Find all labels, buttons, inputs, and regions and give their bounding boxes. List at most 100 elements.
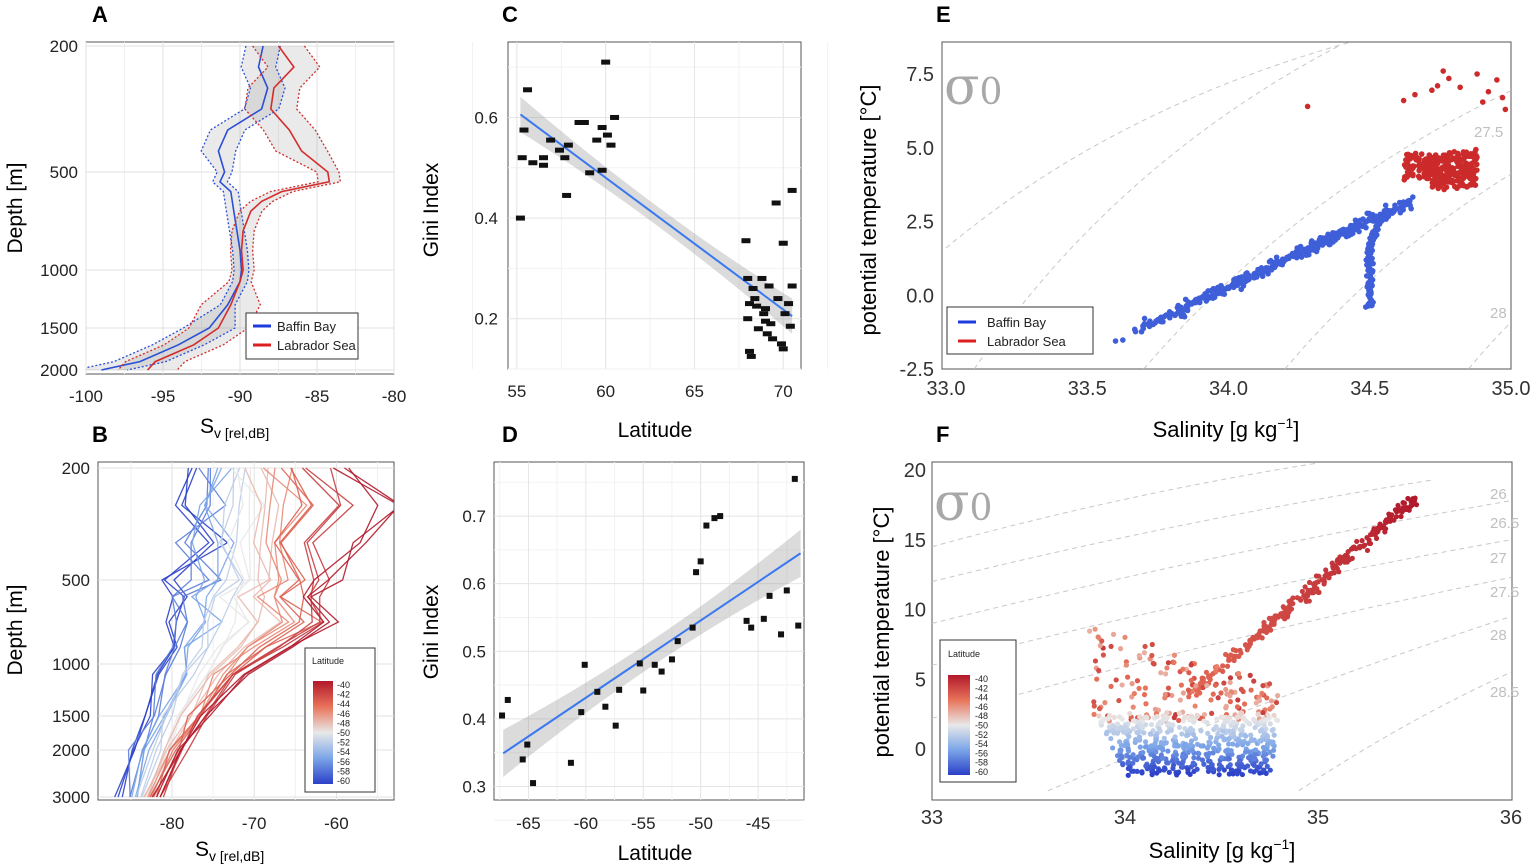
data-point — [1244, 643, 1250, 650]
data-point — [1104, 729, 1110, 735]
data-point — [1223, 651, 1229, 658]
data-point — [1152, 706, 1158, 712]
data-point — [1221, 737, 1227, 743]
data-point — [1188, 713, 1195, 719]
data-point-baffin — [1228, 283, 1234, 290]
data-point-baffin — [1390, 208, 1396, 214]
data-point — [1108, 735, 1114, 742]
data-point — [1131, 690, 1137, 697]
data-point — [746, 353, 756, 359]
data-point — [1187, 771, 1193, 778]
data-point-labrador — [1439, 164, 1446, 171]
data-point — [1227, 699, 1233, 705]
data-point — [1119, 716, 1125, 722]
panel-f: σ0 26 26.5 27 27.5 28 28.5 33 34 35 36 0 5 10 15 20 p… — [869, 460, 1522, 863]
data-point — [776, 341, 786, 347]
data-point-labrador — [1474, 154, 1480, 161]
colorbar-tick-label: -52 — [337, 738, 350, 748]
profile-line — [159, 467, 354, 798]
data-point-baffin — [1364, 262, 1370, 268]
data-point — [1252, 724, 1258, 731]
data-point-baffin — [1397, 204, 1404, 211]
data-point-labrador — [1418, 151, 1425, 157]
data-point — [1212, 682, 1219, 688]
data-point — [1265, 712, 1271, 718]
data-point — [1408, 503, 1414, 509]
data-point-baffin — [1147, 322, 1153, 328]
data-point — [1140, 755, 1147, 761]
panel-a-grid — [85, 42, 395, 374]
data-point — [1218, 690, 1224, 696]
data-point — [1264, 741, 1271, 747]
data-point — [546, 137, 556, 143]
data-point — [1223, 686, 1229, 693]
data-point — [1116, 697, 1122, 704]
data-point — [499, 712, 506, 719]
data-point — [1260, 753, 1266, 759]
data-point — [1206, 674, 1212, 681]
data-point — [1190, 727, 1196, 734]
colorbar-tick-label: -54 — [337, 747, 350, 757]
data-point — [1143, 722, 1149, 728]
panel-a-ylabel: Depth [m] — [4, 162, 27, 253]
data-point — [780, 311, 790, 317]
data-point — [1171, 743, 1178, 749]
data-point — [1240, 715, 1247, 721]
data-point — [1127, 764, 1133, 770]
data-point — [1172, 734, 1178, 740]
data-point — [1214, 735, 1220, 741]
data-point — [1224, 691, 1230, 697]
data-point — [1220, 728, 1226, 734]
data-point — [743, 617, 750, 624]
data-point — [1193, 683, 1199, 689]
data-point — [1140, 749, 1146, 756]
data-point — [1374, 525, 1380, 532]
data-point — [1129, 681, 1135, 687]
data-point — [610, 114, 620, 120]
data-point — [602, 132, 612, 138]
data-point-labrador — [1470, 165, 1476, 172]
data-point — [717, 513, 724, 520]
panel-label-c: C — [502, 2, 518, 27]
data-point — [778, 631, 785, 638]
colorbar-tick-label: -60 — [337, 776, 350, 786]
data-point — [1165, 748, 1171, 754]
data-point — [1137, 714, 1143, 720]
ci-boundary-line — [117, 45, 319, 371]
data-point-baffin — [1325, 231, 1331, 238]
profile-line — [155, 467, 323, 798]
data-point — [1264, 763, 1270, 769]
panel-c: 55 60 65 70 0.2 0.4 0.6 Gini Index Latitude — [420, 41, 829, 442]
data-point-labrador — [1463, 149, 1470, 156]
data-point — [1171, 659, 1177, 666]
data-point — [1263, 770, 1269, 776]
data-point — [1269, 727, 1275, 733]
data-point-baffin — [1273, 254, 1280, 261]
data-point — [703, 522, 710, 529]
data-point — [1134, 729, 1140, 736]
data-point — [1192, 736, 1199, 742]
data-point — [1160, 755, 1166, 761]
data-point — [1237, 727, 1243, 733]
data-point — [1413, 502, 1420, 508]
data-point — [1234, 714, 1240, 720]
panel-label-a: A — [92, 2, 108, 27]
data-point — [1201, 761, 1207, 767]
data-point — [530, 780, 537, 787]
data-point-baffin — [1283, 256, 1290, 263]
data-point — [1205, 758, 1212, 764]
panel-f-frame — [931, 461, 1513, 801]
isopycnal-line — [1284, 173, 1511, 369]
data-point — [1226, 771, 1232, 777]
legend-label-labrador: Labrador Sea — [277, 338, 357, 353]
colorbar-tick-label: -50 — [975, 721, 988, 731]
data-point-baffin — [1362, 219, 1369, 225]
data-point — [1157, 745, 1163, 751]
data-point — [1122, 724, 1128, 730]
isopycnal-label: 27.5 — [1490, 584, 1519, 601]
colorbar-tick-label: -48 — [975, 711, 988, 721]
data-point-baffin — [1132, 328, 1139, 335]
data-point — [1210, 691, 1216, 697]
data-point — [1127, 710, 1133, 717]
data-point-baffin — [1307, 247, 1314, 253]
